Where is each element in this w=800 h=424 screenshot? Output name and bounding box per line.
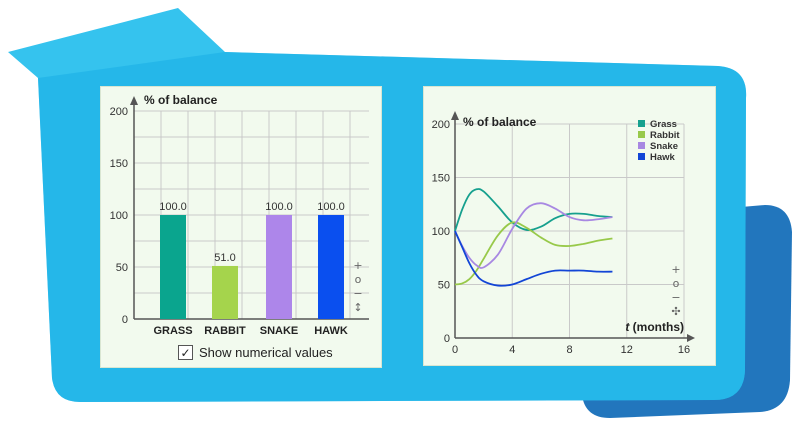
category-label: RABBIT bbox=[204, 325, 246, 337]
series-line-grass bbox=[454, 188, 613, 232]
legend-label: Hawk bbox=[650, 152, 676, 163]
category-label: HAWK bbox=[314, 325, 348, 337]
y-tick-label: 100 bbox=[110, 210, 128, 222]
reset-zoom-control[interactable]: o bbox=[354, 273, 362, 286]
zoom-out-control[interactable]: − bbox=[671, 291, 681, 304]
category-label: SNAKE bbox=[260, 325, 299, 337]
x-axis-variable: t bbox=[625, 320, 630, 334]
y-axis-arrow bbox=[130, 96, 138, 105]
series-line-snake bbox=[454, 202, 613, 269]
x-tick-label: 4 bbox=[509, 344, 515, 356]
legend-swatch bbox=[638, 153, 645, 160]
bar-chart: 0 50 100 150 200 % of balance 100.0 GRASS 51.0 RA… bbox=[110, 93, 369, 337]
zoom-in-control[interactable]: + bbox=[671, 263, 681, 276]
show-values-label: Show numerical values bbox=[199, 345, 333, 360]
x-axis-arrow bbox=[687, 334, 695, 342]
bar-value-label: 51.0 bbox=[214, 252, 235, 264]
show-values-toggle[interactable]: ✓ Show numerical values bbox=[178, 345, 333, 360]
zoom-in-control[interactable]: + bbox=[353, 259, 363, 272]
y-tick-label: 50 bbox=[116, 262, 128, 274]
show-values-checkbox[interactable]: ✓ bbox=[178, 345, 193, 360]
chart-title: % of balance bbox=[463, 115, 537, 129]
chart-title: % of balance bbox=[144, 93, 218, 107]
y-tick-label: 50 bbox=[438, 280, 450, 292]
reset-zoom-control[interactable]: o bbox=[672, 277, 680, 290]
x-tick-label: 8 bbox=[566, 344, 572, 356]
legend-swatch bbox=[638, 120, 645, 127]
bar-chart-panel: 0 50 100 150 200 % of balance 100.0 GRASS 51.0 RA… bbox=[100, 86, 382, 368]
y-tick-label: 100 bbox=[432, 226, 450, 238]
x-axis-unit: (months) bbox=[629, 320, 684, 334]
legend-label: Snake bbox=[650, 141, 678, 152]
x-tick-label: 12 bbox=[621, 344, 633, 356]
y-tick-label: 200 bbox=[110, 106, 128, 118]
zoom-out-control[interactable]: − bbox=[353, 287, 363, 300]
y-axis-arrow bbox=[451, 111, 459, 120]
bar-value-label: 100.0 bbox=[317, 201, 345, 213]
y-tick-label: 150 bbox=[110, 158, 128, 170]
x-tick-label: 16 bbox=[678, 344, 690, 356]
x-axis-label: t (months) bbox=[625, 320, 684, 334]
y-tick-label: 0 bbox=[122, 314, 128, 326]
series-line-rabbit bbox=[454, 221, 613, 286]
category-label: GRASS bbox=[153, 325, 192, 337]
pan-vertical-control[interactable]: ↕ bbox=[353, 301, 363, 314]
x-tick-label: 0 bbox=[452, 344, 458, 356]
bar bbox=[212, 265, 238, 319]
legend-swatch bbox=[638, 142, 645, 149]
bar-value-label: 100.0 bbox=[265, 201, 293, 213]
line-chart-panel: 0 50 100 150 200 0 4 8 12 16 % of balance t (months… bbox=[423, 86, 716, 366]
bar bbox=[160, 215, 186, 319]
legend-swatch bbox=[638, 131, 645, 138]
y-tick-label: 150 bbox=[432, 173, 450, 185]
y-tick-label: 0 bbox=[444, 333, 450, 345]
pan-control[interactable]: ✣ bbox=[671, 305, 681, 318]
checkmark-icon: ✓ bbox=[180, 345, 191, 360]
bar bbox=[318, 215, 344, 319]
line-chart: 0 50 100 150 200 0 4 8 12 16 % of balance t (months… bbox=[432, 111, 695, 356]
legend-label: Grass bbox=[650, 119, 677, 130]
legend-label: Rabbit bbox=[650, 130, 680, 141]
series-line-hawk bbox=[454, 230, 613, 287]
y-tick-label: 200 bbox=[432, 119, 450, 131]
bar bbox=[266, 215, 292, 319]
bar-value-label: 100.0 bbox=[159, 201, 187, 213]
